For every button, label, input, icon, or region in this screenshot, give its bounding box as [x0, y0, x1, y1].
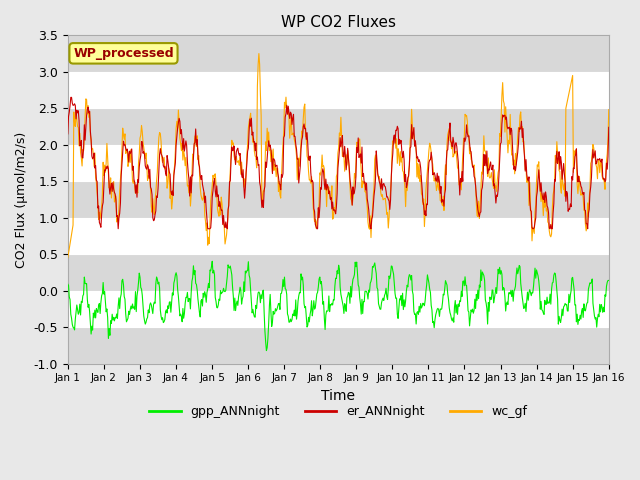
Y-axis label: CO2 Flux (μmol/m2/s): CO2 Flux (μmol/m2/s)	[15, 132, 28, 268]
Bar	[68, 254, 609, 291]
Legend: gpp_ANNnight, er_ANNnight, wc_gf: gpp_ANNnight, er_ANNnight, wc_gf	[145, 400, 532, 423]
Bar	[68, 108, 609, 145]
Bar	[68, 181, 609, 218]
Text: WP_processed: WP_processed	[73, 47, 174, 60]
Title: WP CO2 Fluxes: WP CO2 Fluxes	[281, 15, 396, 30]
X-axis label: Time: Time	[321, 389, 355, 403]
Bar	[68, 327, 609, 364]
Bar	[68, 36, 609, 72]
